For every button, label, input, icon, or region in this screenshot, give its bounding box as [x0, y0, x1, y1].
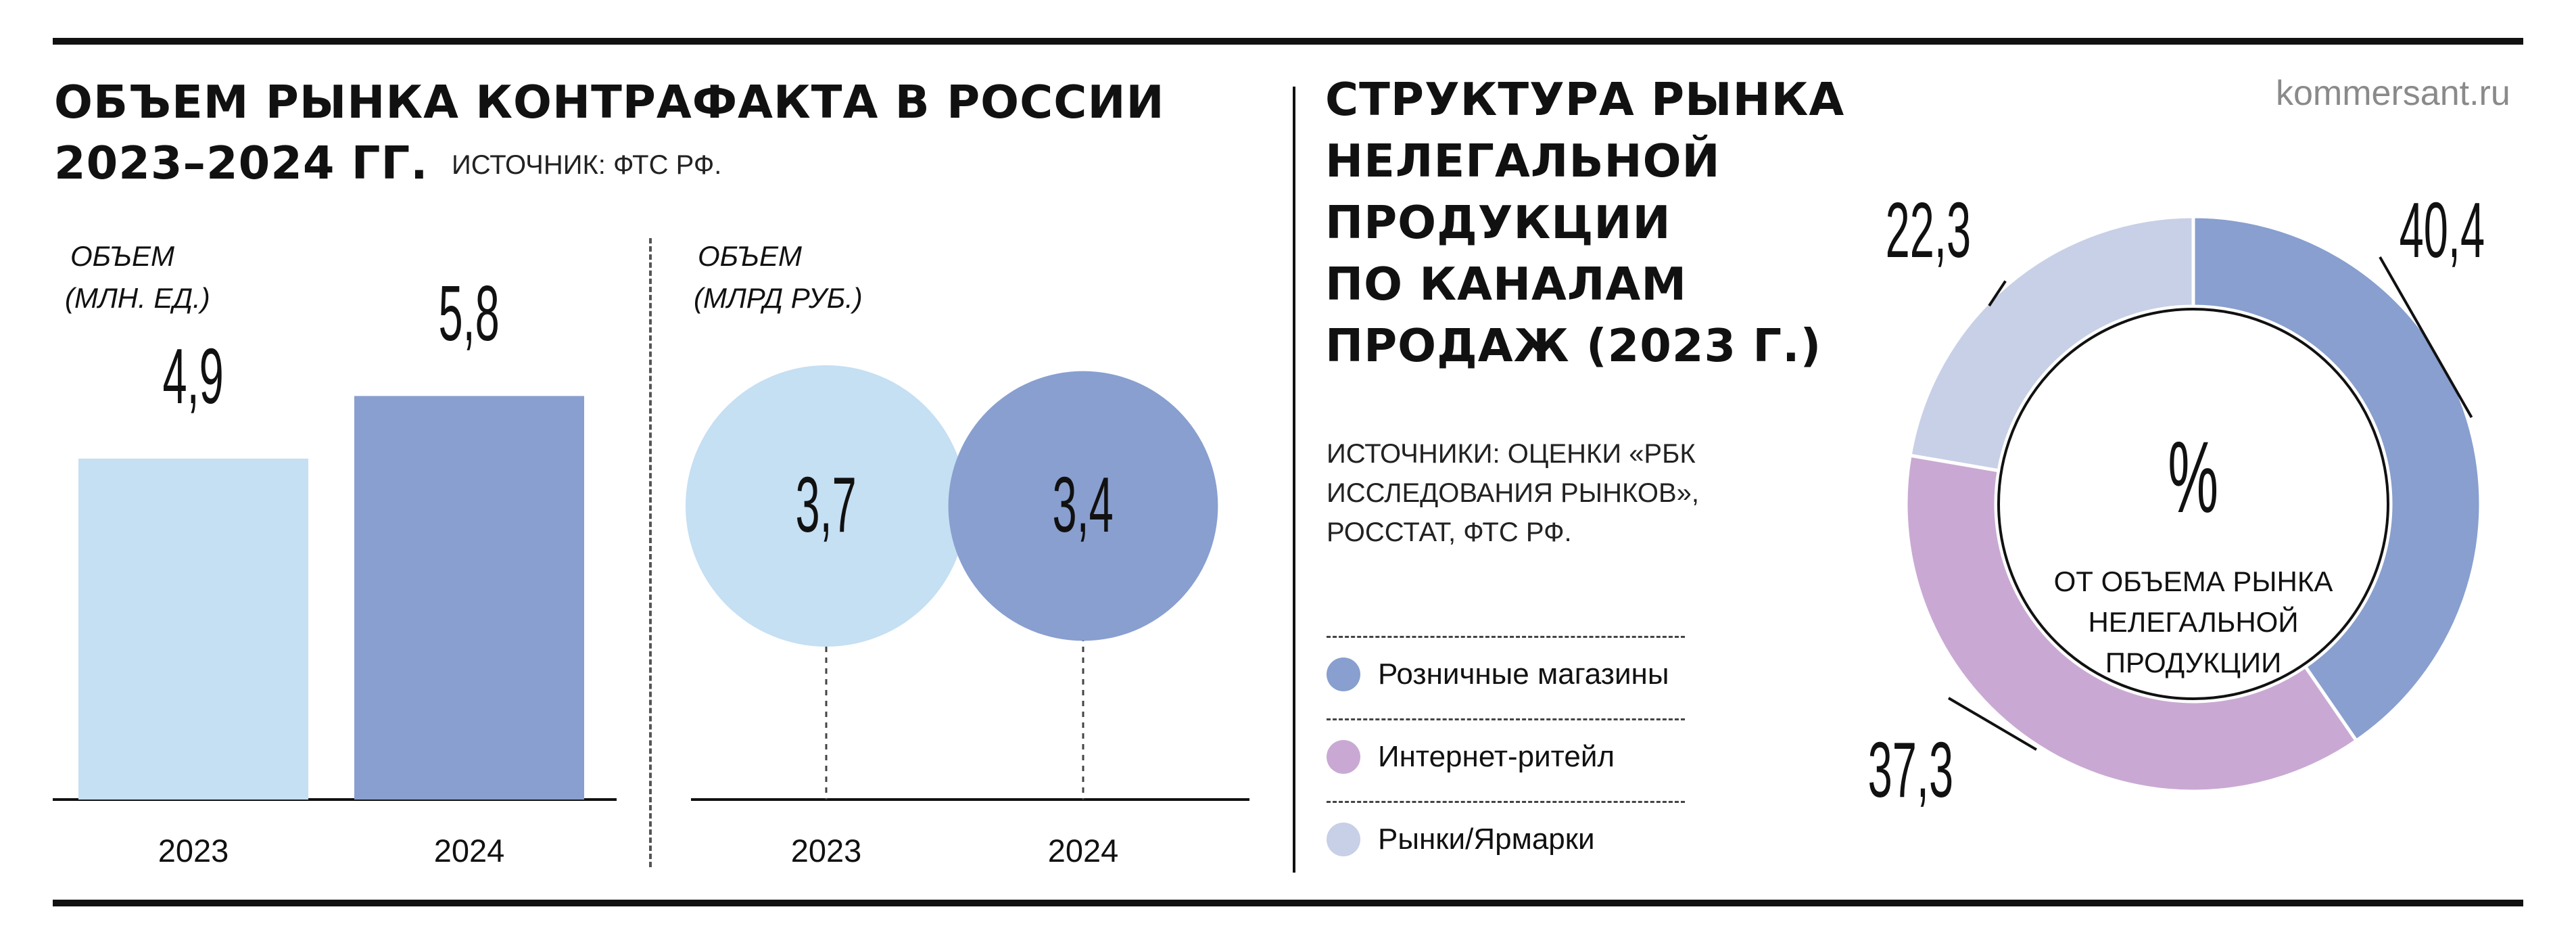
legend-separator: [1327, 718, 1685, 720]
legend-swatch: [1327, 740, 1360, 774]
donut-leader: [1947, 697, 2037, 751]
bubble-unit-line-1: ОБЪЕМ: [698, 240, 803, 272]
donut-value-label: 37,3: [1867, 726, 1954, 814]
bubble-value-label: 3,7: [795, 461, 857, 549]
donut-value-label: 40,4: [2399, 186, 2485, 274]
donut-slice: [2191, 214, 2483, 743]
right-title-line: НЕЛЕГАЛЬНОЙ: [1325, 135, 1721, 187]
donut-slice: [1908, 214, 2195, 473]
left-title-line-1: ОБЪЕМ РЫНКА КОНТРАФАКТА В РОССИИ: [54, 76, 1165, 129]
bar-2024: [354, 396, 584, 800]
left-title-line-2: 2023–2024 ГГ.: [54, 137, 429, 189]
donut-center-symbol: %: [2168, 420, 2219, 534]
right-source: ИСТОЧНИКИ: ОЦЕНКИ «РБК ИССЛЕДОВАНИЯ РЫНКО…: [1327, 434, 1699, 552]
right-title: СТРУКТУРА РЫНКА НЕЛЕГАЛЬНОЙ ПРОДУКЦИИ ПО КА…: [1325, 69, 1844, 377]
legend-item: Интернет-ритейл: [1327, 740, 1615, 774]
donut-slice: [1904, 453, 2359, 793]
right-source-line: РОССТАТ, ФТС РФ.: [1327, 517, 1572, 547]
bar-tick-label: 2023: [158, 833, 229, 869]
legend-separator: [1327, 636, 1685, 638]
chart-divider: [649, 238, 652, 867]
donut-center: [1997, 308, 2389, 700]
donut-center-caption: ОТ ОБЪЕМА РЫНКА: [2053, 565, 2333, 597]
donut-center-caption: НЕЛЕГАЛЬНОЙ: [2088, 606, 2299, 638]
left-source: ИСТОЧНИК: ФТС РФ.: [452, 150, 722, 180]
bar-value-label: 5,8: [438, 269, 500, 358]
donut-value-label: 22,3: [1885, 186, 1972, 274]
bubble-unit-line-2: (МЛРД РУБ.): [694, 282, 863, 314]
donut-center-caption: ПРОДУКЦИИ: [2105, 647, 2282, 678]
bubble-tick-label: 2024: [1047, 833, 1119, 869]
legend-swatch: [1327, 657, 1360, 691]
legend-label: Розничные магазины: [1378, 657, 1669, 691]
legend-swatch: [1327, 823, 1360, 856]
site-name: kommersant.ru: [2276, 74, 2510, 113]
legend-item: Розничные магазины: [1327, 657, 1669, 691]
right-title-line: ПО КАНАЛАМ: [1325, 258, 1688, 310]
legend-separator: [1327, 801, 1685, 803]
bubble-value-label: 3,4: [1052, 461, 1114, 549]
right-title-line: ПРОДАЖ (2023 Г.): [1325, 319, 1822, 372]
legend-label: Интернет-ритейл: [1378, 740, 1615, 773]
right-source-line: ИСТОЧНИКИ: ОЦЕНКИ «РБК: [1327, 439, 1696, 469]
bar-unit-line-2: (МЛН. ЕД.): [65, 282, 210, 314]
section-divider: [1293, 87, 1295, 873]
right-source-line: ИССЛЕДОВАНИЯ РЫНКОВ»,: [1327, 478, 1699, 508]
right-title-line: СТРУКТУРА РЫНКА: [1325, 73, 1845, 126]
legend-label: Рынки/Ярмарки: [1378, 823, 1595, 856]
top-rule: [53, 38, 2523, 45]
bar-unit-line-1: ОБЪЕМ: [70, 240, 175, 272]
bottom-rule: [53, 900, 2523, 906]
right-title-line: ПРОДУКЦИИ: [1325, 196, 1671, 249]
legend-item: Рынки/Ярмарки: [1327, 823, 1595, 856]
bar-2023: [78, 459, 308, 800]
bar-value-label: 4,9: [162, 332, 224, 420]
bubble-2024: [948, 371, 1218, 641]
bar-tick-label: 2024: [433, 833, 505, 869]
donut-leader: [2379, 256, 2473, 418]
bubble-tick-label: 2023: [790, 833, 862, 869]
bubble-2023: [686, 365, 967, 647]
donut-leader: [1988, 280, 2007, 307]
